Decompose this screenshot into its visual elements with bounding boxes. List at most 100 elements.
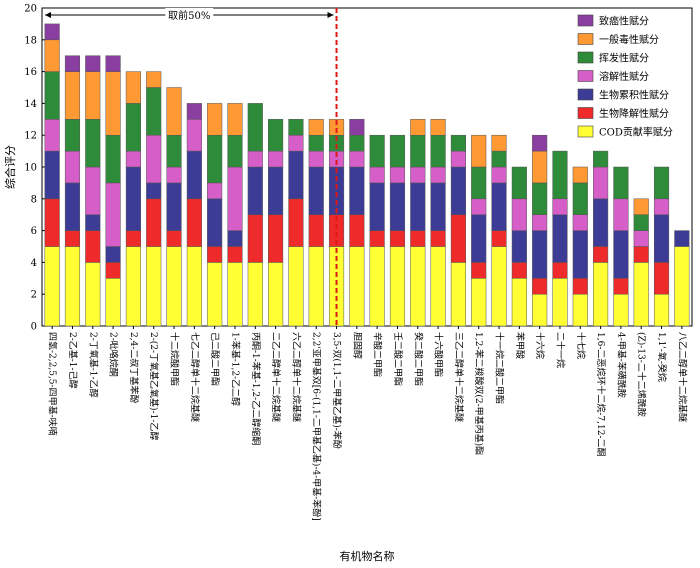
bar-segment-5-cat-18: [389, 134, 406, 168]
bar-segment-4-cat-26: [552, 198, 568, 215]
bar-segment-3-cat-27: [572, 230, 588, 279]
bar-segment-5-cat-16: [349, 134, 365, 152]
category-label: 十一烷二酸二甲酯: [494, 332, 506, 404]
bar-segment-3-cat-24: [511, 230, 527, 263]
bar-segment-1-cat-32: [674, 246, 690, 327]
bar-segment-1-cat-12: [268, 262, 284, 327]
bar-segment-5-cat-17: [369, 134, 385, 168]
y-tick-label: 20: [24, 4, 37, 15]
bar-segment-6-cat-9: [207, 103, 223, 136]
bar-segment-5-cat-21: [450, 134, 466, 152]
category-label: 1-苯基-1,2-乙二醇: [229, 332, 241, 406]
bar-segment-6-cat-3: [85, 71, 101, 120]
legend-swatch: [577, 14, 594, 27]
bar-segment-1-cat-16: [349, 246, 365, 327]
bar-segment-5-cat-12: [268, 119, 284, 152]
bar-segment-1-cat-7: [166, 246, 182, 327]
bar-segment-2-cat-10: [227, 246, 243, 263]
bar-segment-4-cat-19: [410, 166, 426, 184]
category-label: (Z)-13-二十二烯酰胺: [636, 332, 648, 417]
bar-segment-4-cat-11: [247, 150, 263, 168]
legend-swatch: [577, 51, 594, 64]
bar-segment-4-cat-13: [288, 134, 304, 152]
category-label: 七乙二醇单十二烷基醚: [189, 332, 201, 422]
x-axis-title: 有机物名称: [340, 549, 395, 563]
bar-segment-2-cat-21: [450, 214, 466, 263]
bar-segment-2-cat-12: [268, 214, 284, 263]
category-label: 2-(2-丁氧基乙氧基)-1-乙醇: [148, 332, 160, 440]
bar-segment-1-cat-27: [572, 293, 588, 327]
category-label: 2-乙基-1-己醇: [67, 332, 79, 389]
legend-label: COD贡献率赋分: [599, 126, 673, 139]
bar-segment-4-cat-24: [511, 198, 527, 231]
bar-segment-5-cat-23: [491, 150, 507, 168]
bar-segment-4-cat-6: [146, 134, 162, 184]
category-label: 己二酸二甲酯: [209, 332, 220, 386]
bar-segment-5-cat-3: [85, 119, 101, 168]
category-label: 二十一烷: [554, 332, 566, 368]
bar-segment-5-cat-27: [572, 182, 588, 215]
bar-segment-3-cat-1: [44, 150, 60, 200]
bar-segment-4-cat-12: [268, 150, 284, 168]
bar-segment-5-cat-30: [633, 214, 649, 231]
bar-segment-2-cat-17: [369, 230, 385, 247]
bar-segment-3-cat-26: [552, 214, 568, 263]
category-label: 十六酸甲酯: [433, 332, 445, 377]
category-label: 胆固醇: [351, 332, 363, 359]
category-label: 二乙二醇单十二烷基醚: [270, 332, 282, 422]
bar-segment-3-cat-9: [207, 198, 223, 247]
bar-segment-1-cat-5: [125, 246, 141, 327]
bar-segment-1-cat-6: [146, 246, 162, 327]
bar-segment-1-cat-22: [471, 278, 487, 327]
bar-segment-5-cat-2: [64, 119, 81, 152]
bar-segment-3-cat-3: [85, 214, 101, 231]
bar-segment-3-cat-7: [166, 182, 182, 231]
bar-segment-5-cat-4: [105, 134, 121, 184]
bar-segment-1-cat-2: [64, 246, 81, 327]
bar-segment-5-cat-20: [430, 134, 446, 168]
bar-segment-6-cat-22: [471, 134, 487, 168]
bar-segment-1-cat-26: [552, 278, 568, 327]
bar-segment-6-cat-25: [532, 150, 548, 184]
bar-segment-2-cat-16: [349, 214, 365, 247]
bar-segment-2-cat-18: [389, 230, 406, 247]
annotation-arrow-head-right: [327, 12, 334, 18]
bar-segment-4-cat-25: [532, 214, 548, 231]
bar-segment-1-cat-11: [247, 262, 263, 327]
bar-segment-3-cat-6: [146, 182, 162, 200]
bar-segment-4-cat-23: [491, 166, 507, 184]
category-label: 2-吡咯烷酮: [108, 332, 120, 377]
bar-segment-6-cat-27: [572, 166, 588, 184]
bar-segment-2-cat-8: [186, 198, 202, 247]
bar-segment-5-cat-28: [593, 150, 609, 168]
bar-segment-4-cat-18: [389, 166, 406, 184]
bar-segment-5-cat-22: [471, 166, 487, 200]
bar-segment-6-cat-14: [308, 119, 324, 136]
bar-segment-5-cat-10: [227, 134, 243, 168]
bar-segment-2-cat-4: [105, 262, 121, 279]
bar-segment-3-cat-29: [613, 230, 629, 279]
bar-segment-4-cat-14: [308, 150, 324, 168]
bar-segment-6-cat-5: [125, 71, 141, 104]
bar-segment-2-cat-31: [653, 262, 670, 295]
bar-segment-2-cat-22: [471, 262, 487, 279]
bar-segment-1-cat-8: [186, 246, 202, 327]
bar-segment-2-cat-25: [532, 278, 548, 295]
category-label: 癸二酸二甲酯: [412, 332, 424, 386]
bar-segment-3-cat-12: [268, 166, 284, 215]
bar-segment-4-cat-4: [105, 182, 121, 247]
bar-segment-6-cat-1: [44, 39, 60, 72]
bar-segment-7-cat-1: [44, 23, 60, 41]
bar-segment-7-cat-16: [349, 119, 365, 136]
y-tick-label: 6: [31, 226, 37, 237]
bar-segment-4-cat-16: [349, 150, 365, 168]
bar-segment-2-cat-29: [613, 278, 629, 295]
legend-swatch: [577, 107, 594, 119]
y-axis-title: 综合评分: [3, 145, 17, 189]
bar-segment-1-cat-19: [410, 246, 426, 327]
bar-segment-1-cat-30: [633, 262, 649, 327]
bar-segment-3-cat-28: [593, 198, 609, 247]
bar-segment-7-cat-4: [105, 55, 121, 72]
legend-label: 溶解性赋分: [599, 70, 649, 83]
bar-segment-2-cat-7: [166, 230, 182, 247]
